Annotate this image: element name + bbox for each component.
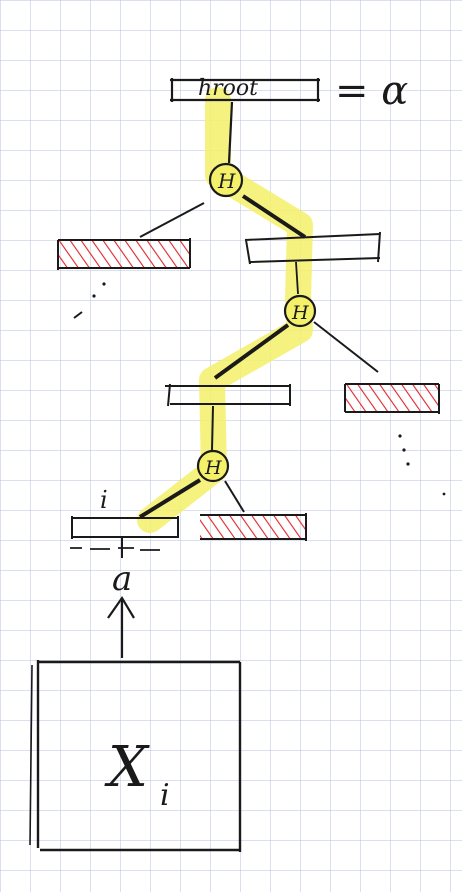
level1-to-middle-node-line	[295, 261, 299, 295]
lower-node-left-branch	[138, 478, 202, 519]
level1-right-path-box	[244, 231, 381, 265]
middle-hash-node	[283, 294, 317, 328]
input-box-label: X	[104, 735, 150, 800]
ellipsis-dot	[102, 282, 106, 286]
input-to-leaf-arrow-head	[107, 595, 135, 619]
leaf-underline-dashes	[70, 547, 160, 551]
top-node-right-branch	[241, 194, 307, 239]
ellipsis-dot	[92, 294, 96, 298]
middle-node-right-branch	[313, 321, 379, 373]
level2-right-sibling-box	[344, 383, 440, 414]
leaf-value-label: a	[112, 559, 132, 599]
ellipsis-dot	[398, 434, 402, 438]
level1-left-sibling-box	[57, 238, 191, 270]
root-to-node-line	[227, 101, 234, 164]
equals-alpha-label: = α	[335, 68, 408, 114]
middle-node-left-branch	[213, 323, 290, 380]
input-data-box	[29, 660, 242, 852]
root-box	[170, 78, 320, 102]
top-node-left-branch	[139, 202, 205, 238]
input-box-subscript: i	[160, 778, 170, 813]
lower-hash-node	[196, 449, 230, 483]
ellipsis-dot	[406, 462, 410, 466]
top-hash-node-label: H	[217, 169, 236, 193]
level2-to-lower-node-line	[211, 405, 214, 451]
lower-node-right-branch	[224, 480, 245, 513]
leaf-index-label: i	[100, 486, 108, 514]
ellipsis-dot	[402, 448, 406, 452]
middle-hash-node-label: H	[291, 302, 309, 324]
ellipsis-dash	[73, 311, 83, 319]
leaf-sibling-box	[200, 513, 307, 541]
level2-left-path-box	[165, 383, 291, 407]
root-label: hroot	[198, 76, 258, 101]
ellipsis-dot	[442, 492, 446, 496]
top-hash-node	[208, 162, 244, 198]
leaf-path-box	[71, 516, 179, 539]
lower-hash-node-label: H	[204, 457, 222, 479]
